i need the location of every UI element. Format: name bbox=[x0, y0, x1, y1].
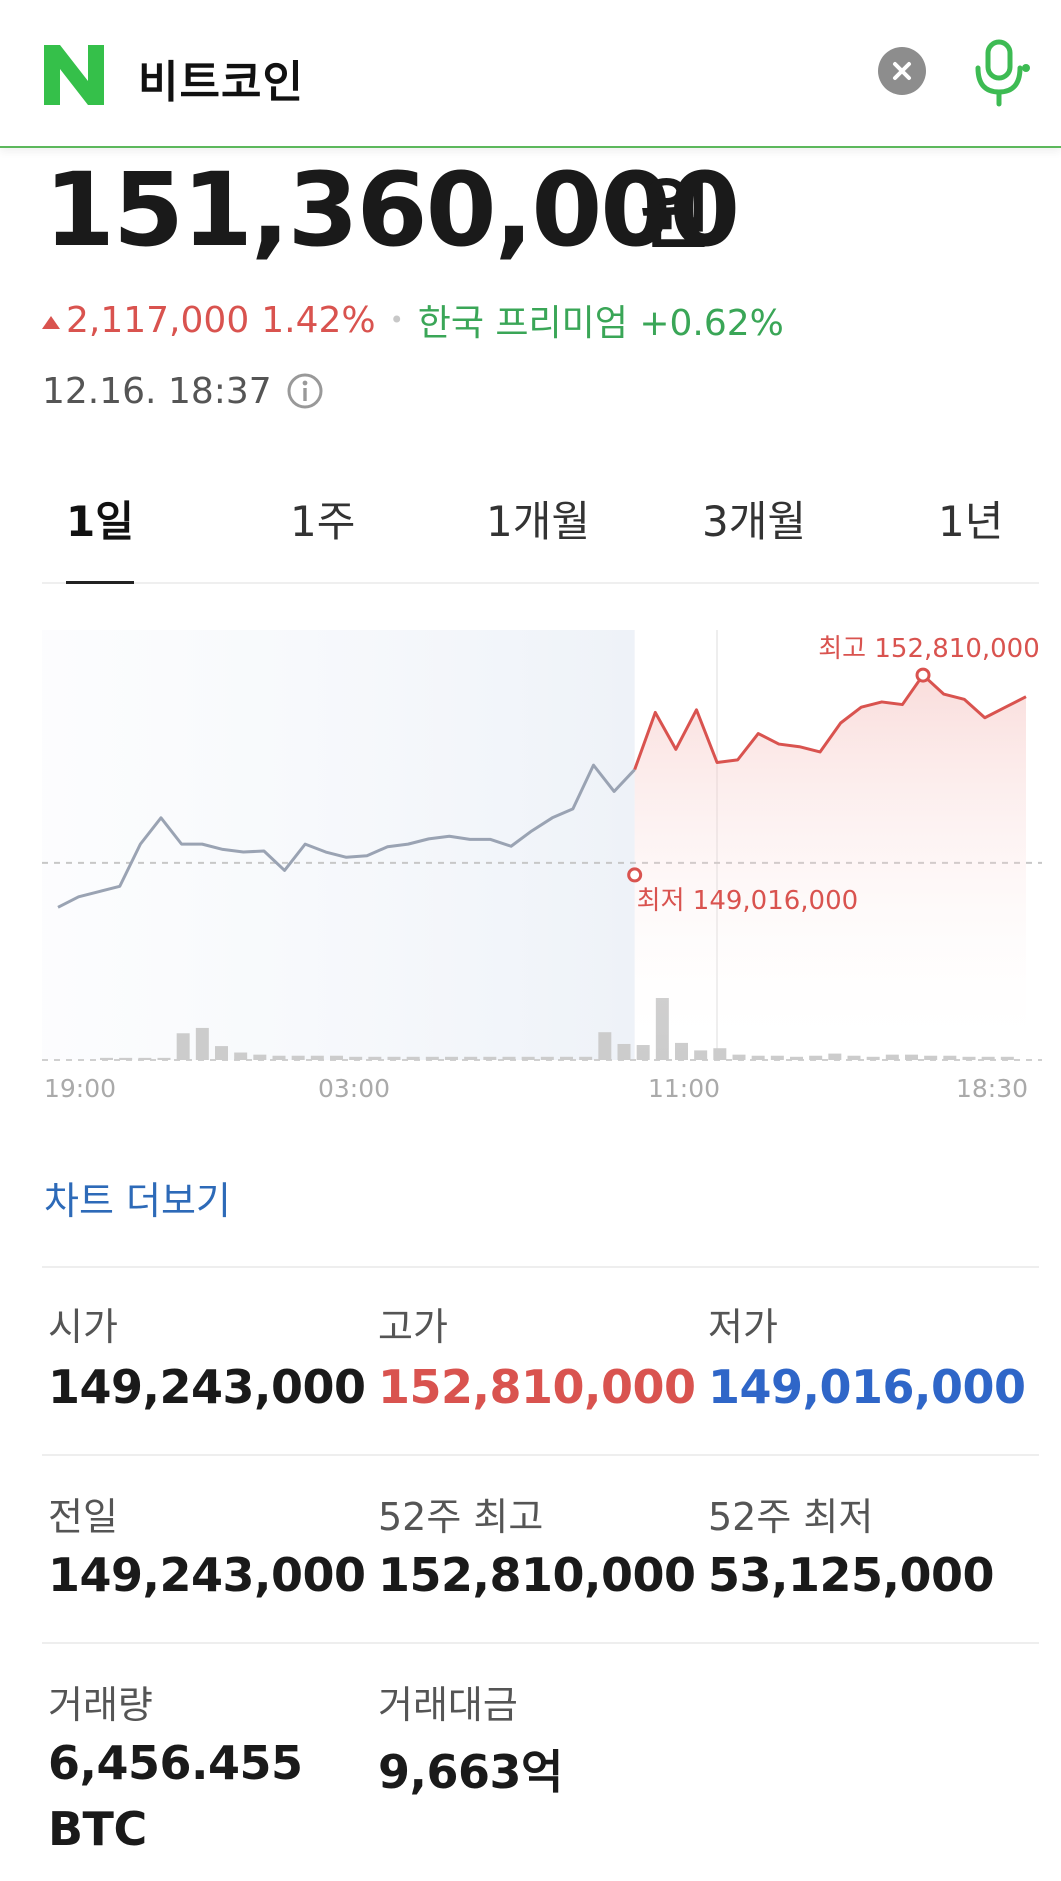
volume-bar bbox=[119, 1057, 133, 1060]
trade-amount-label: 거래대금 bbox=[378, 1683, 518, 1727]
price-line-previous bbox=[57, 763, 636, 909]
open-label: 시가 bbox=[48, 1305, 118, 1349]
open-value: 149,243,000 bbox=[48, 1360, 366, 1414]
volume-bar bbox=[540, 1056, 554, 1060]
volume-bar bbox=[157, 1057, 171, 1060]
tab-1-week[interactable]: 1주 bbox=[290, 497, 356, 546]
timestamp-row: 12.16. 18:37 bbox=[42, 370, 324, 412]
52w-low-label: 52주 최저 bbox=[708, 1495, 874, 1539]
volume-bar bbox=[310, 1055, 324, 1060]
volume-bar bbox=[195, 1027, 209, 1060]
price-change-percent: 1.42% bbox=[261, 299, 376, 341]
tab-3-months[interactable]: 3개월 bbox=[702, 497, 807, 546]
price-change-row: 2,117,000 1.42% • 한국 프리미엄 +0.62% bbox=[42, 298, 784, 344]
tab-1-month[interactable]: 1개월 bbox=[486, 497, 591, 546]
volume-bar bbox=[560, 1056, 573, 1060]
period-tabs: 1일 1주 1개월 3개월 1년 bbox=[42, 490, 1039, 584]
low-label: 최저 149,016,000 bbox=[637, 886, 859, 916]
52w-high-label: 52주 최고 bbox=[378, 1495, 544, 1539]
separator-dot: • bbox=[389, 306, 404, 334]
divider bbox=[42, 1642, 1039, 1644]
info-icon[interactable] bbox=[286, 372, 324, 410]
volume-bar bbox=[598, 1032, 612, 1060]
search-query[interactable]: 비트코인 bbox=[138, 57, 304, 108]
search-header: 비트코인 bbox=[0, 0, 1061, 148]
microphone-icon[interactable] bbox=[970, 38, 1032, 108]
current-price: 151,360,000 bbox=[44, 151, 740, 270]
chart-area-today bbox=[634, 675, 1026, 1060]
volume-bar bbox=[502, 1056, 516, 1060]
x-tick-label: 11:00 bbox=[648, 1074, 720, 1103]
timestamp: 12.16. 18:37 bbox=[42, 370, 272, 412]
close-icon bbox=[893, 62, 911, 80]
volume-bar bbox=[215, 1046, 228, 1060]
prev-close-value: 149,243,000 bbox=[48, 1548, 366, 1602]
x-tick-label: 03:00 bbox=[318, 1074, 390, 1103]
volume-unit: BTC bbox=[48, 1802, 147, 1856]
low-value: 149,016,000 bbox=[708, 1360, 1026, 1414]
52w-high-value: 152,810,000 bbox=[378, 1548, 696, 1602]
volume-bar bbox=[234, 1052, 248, 1060]
x-tick-label: 19:00 bbox=[44, 1074, 116, 1103]
volume-value: 6,456.455 bbox=[48, 1736, 303, 1790]
volume-bar bbox=[406, 1056, 420, 1060]
volume-bar bbox=[138, 1057, 152, 1060]
volume-bar bbox=[579, 1056, 593, 1060]
chart-before-region bbox=[42, 630, 635, 1060]
price-line-today bbox=[633, 673, 1027, 771]
price-chart[interactable]: 최고 152,810,000 최저 149,016,000 19:00 03:00 11… bbox=[42, 630, 1042, 1110]
high-value: 152,810,000 bbox=[378, 1360, 696, 1414]
low-marker bbox=[627, 867, 643, 883]
volume-bar bbox=[349, 1056, 363, 1060]
volume-bar bbox=[521, 1056, 535, 1060]
volume-bar bbox=[387, 1056, 401, 1060]
divider bbox=[42, 1454, 1039, 1456]
high-label: 고가 bbox=[378, 1305, 448, 1349]
divider bbox=[42, 1266, 1039, 1268]
naver-logo[interactable] bbox=[42, 45, 106, 105]
volume-bar bbox=[464, 1056, 478, 1060]
price-unit: 원 bbox=[640, 170, 712, 260]
korea-premium: 한국 프리미엄 +0.62% bbox=[417, 303, 784, 344]
high-marker bbox=[915, 667, 931, 683]
tab-1-day[interactable]: 1일 bbox=[66, 490, 134, 584]
up-triangle-icon bbox=[42, 315, 60, 329]
volume-bar bbox=[272, 1055, 286, 1060]
volume-label: 거래량 bbox=[48, 1683, 153, 1727]
prev-close-label: 전일 bbox=[48, 1495, 118, 1539]
volume-bar bbox=[425, 1056, 439, 1060]
volume-bar bbox=[445, 1056, 458, 1060]
chart-more-link[interactable]: 차트 더보기 bbox=[44, 1179, 231, 1223]
high-label: 최고 152,810,000 bbox=[818, 634, 1040, 664]
price-change: 2,117,000 bbox=[66, 299, 250, 341]
volume-bar bbox=[617, 1043, 631, 1060]
volume-bar bbox=[483, 1056, 497, 1060]
volume-bar bbox=[100, 1057, 113, 1060]
52w-low-value: 53,125,000 bbox=[708, 1548, 995, 1602]
volume-bar bbox=[291, 1055, 305, 1060]
x-tick-label: 18:30 bbox=[956, 1074, 1028, 1103]
clear-search-button[interactable] bbox=[878, 47, 926, 95]
volume-bar bbox=[368, 1056, 382, 1060]
volume-bar bbox=[330, 1055, 343, 1060]
volume-bar bbox=[176, 1033, 190, 1060]
volume-bar bbox=[253, 1054, 267, 1060]
tab-1-year[interactable]: 1년 bbox=[938, 497, 1004, 546]
trade-amount-value: 9,663억 bbox=[378, 1745, 563, 1799]
low-label: 저가 bbox=[708, 1305, 778, 1349]
